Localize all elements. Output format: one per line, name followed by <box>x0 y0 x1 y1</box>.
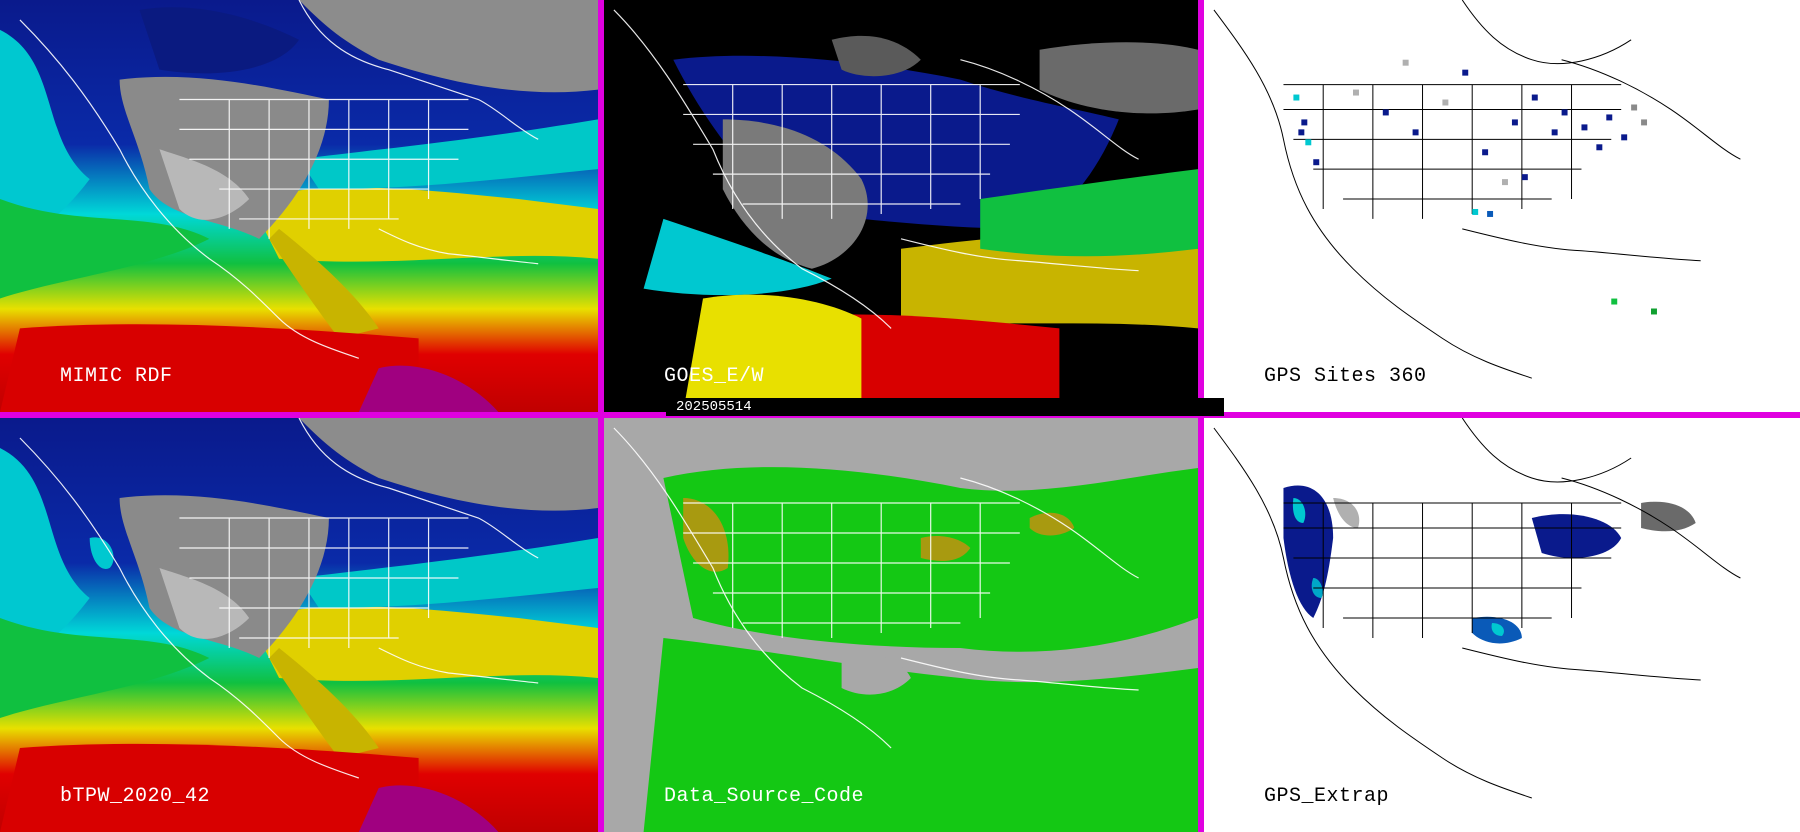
panel-goes-ew: GOES_E/W <box>604 0 1198 412</box>
panel-label: bTPW_2020_42 <box>60 785 211 808</box>
panel-label: GPS_Extrap <box>1264 785 1390 808</box>
tpw-map <box>0 418 598 832</box>
gps-sites-map <box>1204 0 1800 412</box>
panel-gps-sites: GPS Sites 360 <box>1204 0 1800 412</box>
gps-site-markers <box>1293 59 1657 315</box>
tpw-map <box>0 0 598 412</box>
panel-label: Data_Source_Code <box>664 785 865 808</box>
panel-gps-extrap: GPS_Extrap <box>1204 418 1800 832</box>
panel-label: GOES_E/W <box>664 365 765 388</box>
gps-extrap-map <box>1204 418 1800 832</box>
panel-label: MIMIC RDF <box>60 365 173 388</box>
timestamp-bar: 202505514 <box>666 398 1224 416</box>
source-code-map <box>604 418 1198 832</box>
panel-data-source: Data_Source_Code <box>604 418 1198 832</box>
tpw-map <box>604 0 1198 412</box>
panel-mimic-rdf: MIMIC RDF <box>0 0 598 412</box>
panel-btpw: bTPW_2020_42 <box>0 418 598 832</box>
panel-label: GPS Sites 360 <box>1264 365 1427 388</box>
